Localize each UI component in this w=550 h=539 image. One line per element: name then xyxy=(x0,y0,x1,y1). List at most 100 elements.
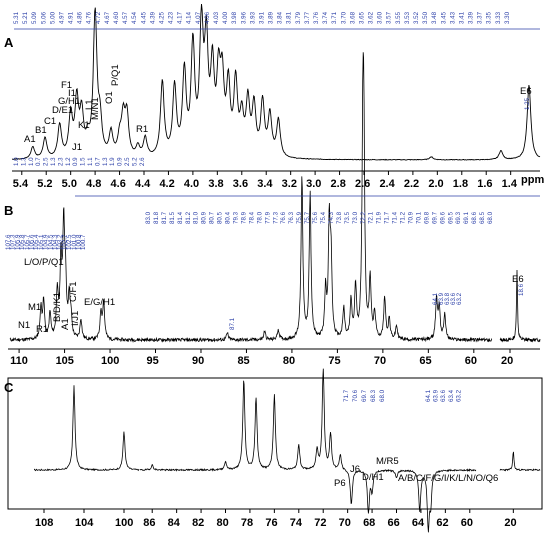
panel-c-tick-label: 60 xyxy=(461,517,473,529)
panel-c-spectrum: 108 104 100 86 84 82 80 78 76 74 72 70 68 66 64 62 60 20 7… xyxy=(7,368,543,533)
panel-b-shift-label: 81.4 xyxy=(177,211,184,224)
panel-a-tick-label: 4.2 xyxy=(159,178,174,190)
panel-a-peak-label: M/N1 xyxy=(90,97,101,120)
panel-b-left-shift-label: 103.2 xyxy=(57,234,64,250)
panel-a-peak-label: D/E1 xyxy=(52,105,73,116)
panel-a-shift-label: 3.79 xyxy=(295,11,302,24)
panel-a-shift-label: 3.70 xyxy=(340,11,347,24)
panel-a-shift-label: 3.55 xyxy=(395,11,402,24)
panel-c-tick-label: 104 xyxy=(75,517,94,529)
panel-a-peak-label: J1 xyxy=(72,142,82,153)
panel-a-integral: 2.3 xyxy=(57,157,64,166)
panel-b-shift-label: 68.6 xyxy=(471,211,478,224)
panel-a-shift-label: 3.52 xyxy=(413,11,420,24)
panel-c-peak-label: A/B/C/F/G/I/K/L/N/O/Q6 xyxy=(398,473,498,484)
panel-a-shift-label: 3.48 xyxy=(431,11,438,24)
panel-a-tick-label: 3.8 xyxy=(208,178,223,190)
panel-a-shift-label: 4.67 xyxy=(104,11,111,24)
panel-b-side-label: 63.9 xyxy=(438,292,445,305)
panel-a-shift-label: 4.00 xyxy=(222,11,229,24)
panel-a-shift-label: 4.57 xyxy=(122,11,129,24)
panel-a-tick-label: 3.6 xyxy=(233,178,248,190)
panel-b-left-shift-label: 101.0 xyxy=(71,234,78,250)
panel-a-shift-label: 4.14 xyxy=(186,11,193,24)
panel-b-shift-label: 81.0 xyxy=(193,211,200,224)
panel-b-tick-label: 75 xyxy=(328,355,340,367)
panel-a-peak-label: F1 xyxy=(61,80,72,91)
panel-a-tick-label: 5.2 xyxy=(37,178,52,190)
panel-a-shift-label: 5.00 xyxy=(49,11,56,24)
panel-b-left-shift-label: 105.6 xyxy=(29,234,36,250)
panel-a-shift-label: 3.39 xyxy=(468,11,475,24)
panel-a-peak-label: C1 xyxy=(44,116,56,127)
panel-b-peak-label: I/J1 xyxy=(70,311,81,326)
panel-c-peak-label: M/R5 xyxy=(376,456,399,467)
panel-a-shift-label: 4.23 xyxy=(168,11,175,24)
panel-b-side-label: 63.2 xyxy=(456,292,463,305)
panel-a-integral: 1.5 xyxy=(80,157,87,166)
panel-b-peak-label: R1 xyxy=(36,324,48,335)
panel-a-tick-label: 2.0 xyxy=(428,178,443,190)
panel-b-left-shift-label: 105.9 xyxy=(14,234,21,250)
panel-a-shift-label: 4.97 xyxy=(58,11,65,24)
panel-a-shift-label: 3.53 xyxy=(404,11,411,24)
panel-c-tick-label: 80 xyxy=(217,517,229,529)
panel-a-tick-label: 1.4 xyxy=(502,178,518,190)
panel-b-left-shift-label: 102.7 xyxy=(61,234,68,250)
panel-b-left-shift-label: 104.9 xyxy=(43,234,50,250)
panel-a-shift-label: 3.35 xyxy=(486,11,493,24)
panel-b-tick-label: 85 xyxy=(237,355,249,367)
panel-a-shift-label: 4.72 xyxy=(95,11,102,24)
panel-a-integral: 2.5 xyxy=(124,157,131,166)
panel-b-shift-label: 74.3 xyxy=(328,211,335,224)
panel-a-tick-label: 5.4 xyxy=(13,178,29,190)
panel-a-shift-label: 4.45 xyxy=(140,11,147,24)
panel-a-tick-label: 2.6 xyxy=(355,178,370,190)
panel-b-left-shift-label: 100.8 xyxy=(76,234,83,250)
panel-b-left-shift-label: 105.8 xyxy=(19,234,26,250)
panel-a-shift-label: 3.93 xyxy=(249,11,256,24)
panel-b-shift-label: 81.5 xyxy=(169,211,176,224)
panel-a-shift-label: 3.81 xyxy=(286,11,293,24)
panel-b-shift-label: 75.6 xyxy=(312,211,319,224)
panel-b-peak-label: E/G/H1 xyxy=(84,297,115,308)
panel-a-peak-label: L1 xyxy=(84,99,95,110)
panel-b-side-label: 63.8 xyxy=(444,292,451,305)
panel-a-shift-label: 3.30 xyxy=(504,11,511,24)
panel-c-tick-label: 100 xyxy=(115,517,133,529)
panel-b-shift-label: 71.9 xyxy=(376,211,383,224)
panel-a-integral: 1.0 xyxy=(13,157,20,166)
panel-a-peak-label: E6 xyxy=(520,86,532,97)
panel-b-tick-label: 70 xyxy=(374,355,386,367)
panel-c-tick-label: 74 xyxy=(290,517,303,529)
panel-c-tick-label: 84 xyxy=(168,517,181,529)
panel-a-shift-label: 3.91 xyxy=(258,11,265,24)
panel-c-tick-label: 62 xyxy=(436,517,448,529)
panel-a-shift-label: 5.09 xyxy=(31,11,38,24)
panel-b-shift-label: 73.5 xyxy=(344,211,351,224)
panel-b-left-shift-label: 105.1 xyxy=(38,234,45,250)
panel-b-shift-label: 71.4 xyxy=(392,211,399,224)
panel-a-integral: 2.5 xyxy=(43,157,50,166)
panel-c-peak-label: D/H1 xyxy=(362,472,384,483)
panel-a-shift-label: 5.21 xyxy=(22,11,29,24)
panel-b-tick-label: 80 xyxy=(283,355,295,367)
panel-b-tick-label: 65 xyxy=(419,355,431,367)
panel-a-shift-label: 4.03 xyxy=(213,11,220,24)
panel-c-shift-label: 68.0 xyxy=(379,389,386,402)
panel-a-shift-label: 3.65 xyxy=(358,11,365,24)
panel-a-tick-label: 1.6 xyxy=(477,178,492,190)
panel-b-tick-label: 100 xyxy=(101,355,119,367)
panel-a-shift-label: 3.41 xyxy=(458,11,465,24)
panel-b-left-shift-label: 102.5 xyxy=(66,234,73,250)
panel-b-shift-label: 76.6 xyxy=(280,211,287,224)
panel-c-tick-label: 72 xyxy=(314,517,326,529)
panel-a-integral: 1.3 xyxy=(102,157,109,166)
panel-b-left-shift-label: 104.3 xyxy=(52,234,59,250)
panel-b-shift-label: 69.7 xyxy=(431,211,438,224)
panel-b-shift-label: 73.8 xyxy=(336,211,343,224)
panel-b-left-shift-label: 105.4 xyxy=(33,234,40,250)
panel-c-tick-label: 70 xyxy=(339,517,351,529)
panel-a-peak-label: A1 xyxy=(24,134,36,145)
